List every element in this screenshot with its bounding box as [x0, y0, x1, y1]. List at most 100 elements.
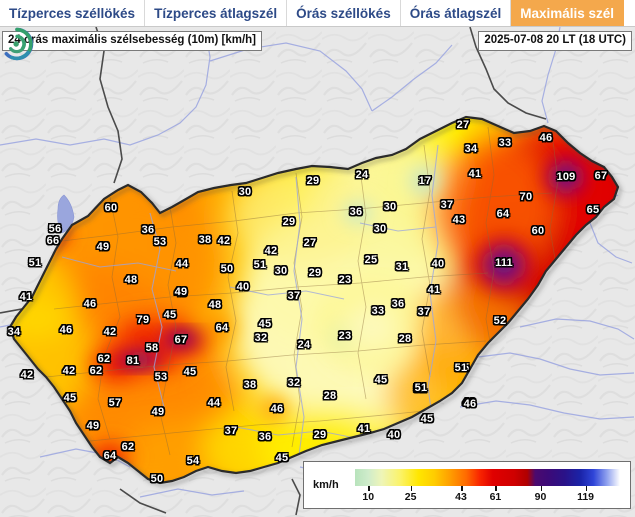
legend-tick-label: 25: [404, 491, 417, 503]
station-value: 45: [275, 452, 289, 464]
station-value: 36: [258, 431, 272, 443]
tab-label: Tízperces átlagszél: [154, 6, 278, 21]
station-value: 46: [539, 132, 553, 144]
hungaromet-spiral-logo: [4, 27, 34, 61]
station-value: 109: [556, 171, 576, 183]
station-value: 25: [364, 254, 378, 266]
station-value: 51: [414, 382, 428, 394]
rivers-inside: [61, 144, 439, 464]
station-value: 111: [495, 257, 513, 269]
station-value: 52: [493, 315, 507, 327]
station-value: 24: [355, 169, 369, 181]
station-value: 48: [124, 274, 138, 286]
station-value: 44: [207, 397, 221, 409]
station-value: 45: [183, 366, 197, 378]
chart-type-tabbar: Tízperces széllökés Tízperces átlagszél …: [0, 0, 635, 27]
station-value: 33: [498, 137, 512, 149]
station-value: 53: [153, 236, 167, 248]
station-value: 51: [28, 257, 42, 269]
station-value: 42: [217, 235, 231, 247]
station-value: 40: [236, 281, 250, 293]
legend-tick-mark: [461, 486, 463, 491]
station-value: 29: [313, 429, 327, 441]
station-value: 60: [531, 225, 545, 237]
station-value: 50: [220, 263, 234, 275]
station-value: 70: [519, 191, 533, 203]
station-value: 46: [463, 398, 477, 410]
legend-tick-label: 61: [489, 491, 502, 503]
station-value: 30: [373, 223, 387, 235]
legend-tick-mark: [368, 486, 370, 491]
tab-hourly-gust[interactable]: Órás széllökés: [287, 0, 401, 27]
station-value: 23: [338, 274, 352, 286]
legend-tick-mark: [540, 486, 542, 491]
station-value: 40: [387, 429, 401, 441]
hungary-border: [8, 115, 620, 485]
station-value: 45: [420, 413, 434, 425]
station-value: 62: [97, 353, 111, 365]
station-value: 41: [19, 291, 33, 303]
station-value: 23: [338, 330, 352, 342]
station-value: 56: [48, 223, 62, 235]
station-value: 51: [413, 383, 427, 395]
station-value: 37: [287, 290, 301, 302]
color-scale-legend: km/h 10 25 43 61 90 119: [303, 461, 631, 509]
station-value: 49: [86, 420, 100, 432]
legend-unit-label: km/h: [313, 479, 339, 491]
station-value: 41: [468, 168, 482, 180]
station-value: 38: [243, 379, 257, 391]
station-value: 28: [398, 333, 412, 345]
legend-scale: 10 25 43 61 90 119: [355, 466, 620, 504]
station-value: 62: [121, 441, 135, 453]
legend-tick-label: 43: [455, 491, 467, 503]
station-value: 45: [258, 318, 272, 330]
station-value: 58: [145, 342, 159, 354]
station-value: 53: [154, 371, 168, 383]
map-title-box: 24 órás maximális szélsebesség (10m) [km…: [2, 31, 263, 51]
county-borders: [45, 126, 559, 456]
tab-tenmin-gust[interactable]: Tízperces széllökés: [0, 0, 146, 27]
station-value: 32: [287, 377, 301, 389]
station-value: 67: [594, 170, 608, 182]
map-timestamp: 2025-07-08 20 LT (18 UTC): [484, 34, 626, 46]
station-value: 42: [103, 326, 117, 338]
station-value: 36: [349, 206, 363, 218]
map-timestamp-box: 2025-07-08 20 LT (18 UTC): [478, 31, 632, 51]
station-value: 48: [208, 299, 222, 311]
station-value: 60: [104, 202, 118, 214]
station-value: 50: [150, 473, 164, 485]
station-value: 49: [151, 406, 165, 418]
station-value: 41: [427, 284, 441, 296]
legend-tick-label: 10: [362, 491, 375, 503]
station-value: 64: [496, 208, 510, 220]
tab-label: Órás átlagszél: [409, 6, 502, 21]
legend-tick-mark: [585, 486, 588, 491]
station-value: 34: [464, 143, 478, 155]
map-title: 24 órás maximális szélsebesség (10m) [km…: [8, 34, 257, 46]
tab-max-wind[interactable]: Maximális szél: [511, 0, 625, 27]
tab-hourly-mean[interactable]: Órás átlagszél: [400, 0, 512, 27]
legend-color-bar: [355, 469, 620, 486]
station-value: 51: [454, 362, 468, 374]
tabbar-filler: [624, 0, 635, 27]
tab-label: Tízperces széllökés: [9, 6, 136, 21]
tab-tenmin-mean[interactable]: Tízperces átlagszél: [145, 0, 288, 27]
station-value: 27: [303, 237, 317, 249]
station-value: 49: [96, 241, 110, 253]
station-value: 45: [456, 362, 470, 374]
station-value: 37: [440, 199, 454, 211]
station-value: 30: [383, 201, 397, 213]
station-value: 46: [462, 397, 476, 409]
station-value: 46: [83, 298, 97, 310]
station-value: 44: [175, 258, 189, 270]
tab-label: Órás széllökés: [296, 6, 391, 21]
station-value: 49: [174, 286, 188, 298]
station-value: 45: [63, 392, 77, 404]
station-value: 46: [270, 403, 284, 415]
legend-tick-label: 119: [577, 491, 595, 503]
station-value: 46: [59, 324, 73, 336]
wind-speed-map[interactable]: 24 órás maximális szélsebesség (10m) [km…: [0, 27, 635, 517]
station-value: 33: [371, 305, 385, 317]
station-value: 17: [418, 175, 432, 187]
